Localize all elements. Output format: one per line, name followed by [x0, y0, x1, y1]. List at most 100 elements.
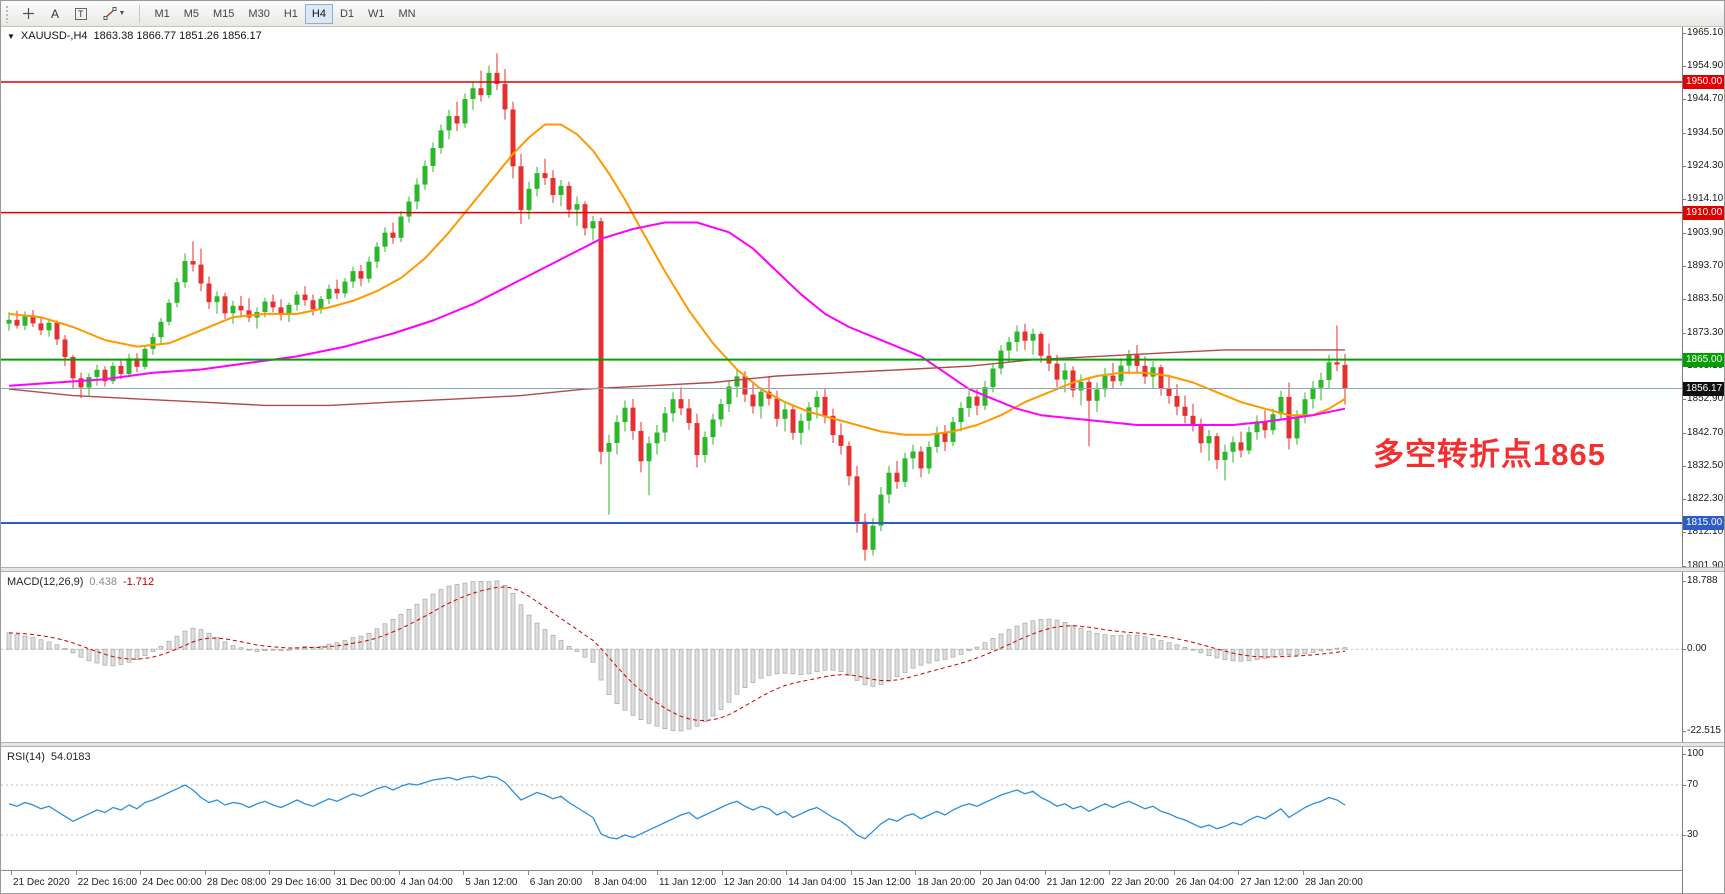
- timeframe-button-group: M1 M5 M15 M30 H1 H4 D1 W1 MN: [147, 3, 423, 24]
- timeframe-button-m1[interactable]: M1: [147, 4, 176, 24]
- timeframe-button-w1[interactable]: W1: [361, 4, 392, 24]
- time-tick: [1044, 871, 1046, 875]
- panel-splitter[interactable]: [1, 742, 1724, 747]
- chart-ohlc-values: 1863.38 1866.77 1851.26 1856.17: [93, 30, 262, 42]
- macd-panel[interactable]: [1, 572, 1682, 742]
- macd-chart[interactable]: [1, 572, 1682, 742]
- axis-tick: [1683, 565, 1686, 567]
- insert-textbox-button[interactable]: T: [68, 4, 94, 24]
- timeframe-button-m30[interactable]: M30: [241, 4, 276, 24]
- time-tick: [915, 871, 917, 875]
- time-tick: [1303, 871, 1304, 875]
- macd-histogram: [6, 580, 1348, 732]
- ma-mid-magenta: [8, 221, 1346, 426]
- axis-tick: [1683, 199, 1686, 201]
- time-axis-label: 28 Jan 20:00: [1305, 877, 1363, 888]
- timeframe-button-h1[interactable]: H1: [277, 4, 305, 24]
- time-axis-label: 27 Jan 12:00: [1240, 877, 1299, 888]
- axis-tick: [1683, 730, 1686, 732]
- insert-text-button[interactable]: A: [44, 4, 66, 24]
- axis-tick: [1683, 265, 1686, 267]
- chart-symbol-period: XAUUSD-,H4: [20, 30, 88, 42]
- time-tick: [269, 871, 271, 875]
- axis-tick: [1683, 399, 1686, 401]
- price-chart-panel[interactable]: [1, 27, 1682, 567]
- price-axis-label: 1914.10: [1687, 193, 1724, 205]
- crosshair-icon[interactable]: [15, 4, 42, 24]
- price-axis[interactable]: 1965.10 1954.90 1944.70 1934.50 1924.30 1914.…: [1682, 27, 1724, 893]
- macd-axis-label: -22.515: [1687, 724, 1721, 736]
- macd-signal-value: -1.712: [122, 576, 155, 588]
- time-axis-label: 8 Jan 04:00: [594, 877, 647, 888]
- price-axis-label: 1812.10: [1687, 526, 1724, 538]
- rsi-panel[interactable]: [1, 747, 1682, 870]
- timeframe-button-h4[interactable]: H4: [304, 3, 333, 24]
- axis-tick: [1683, 432, 1686, 434]
- axis-tick: [1683, 65, 1686, 67]
- draw-tools-button[interactable]: ▼: [96, 4, 133, 24]
- rsi-name: RSI(14): [7, 751, 45, 763]
- timeframe-button-m15[interactable]: M15: [206, 4, 241, 24]
- time-tick: [1109, 871, 1111, 875]
- macd-indicator-label: MACD(12,26,9) 0.438 -1.712: [7, 576, 154, 588]
- toolbar-separator: [139, 4, 141, 23]
- price-axis-label: 1801.90: [1687, 559, 1724, 571]
- axis-tick: [1683, 754, 1686, 755]
- time-axis-label: 4 Jan 04:00: [400, 877, 453, 888]
- timeframe-button-mn[interactable]: MN: [392, 4, 423, 24]
- axis-tick: [1683, 32, 1686, 34]
- toolbar-drag-handle[interactable]: [5, 4, 10, 23]
- axis-tick: [1683, 332, 1686, 334]
- price-axis-label: 1934.50: [1687, 126, 1724, 138]
- price-axis-label: 1893.70: [1687, 259, 1724, 271]
- time-tick: [657, 871, 658, 875]
- time-axis-label: 26 Jan 04:00: [1175, 877, 1234, 888]
- time-tick: [980, 871, 981, 875]
- current-price-badge: 1856.17: [1683, 381, 1724, 396]
- time-tick: [204, 871, 206, 875]
- candles-group: [6, 53, 1348, 561]
- time-tick: [592, 871, 594, 875]
- time-tick: [334, 871, 335, 875]
- rsi-axis-label: 70: [1687, 779, 1699, 790]
- axis-tick: [1683, 132, 1686, 134]
- chart-title: ▼ XAUUSD-,H4 1863.38 1866.77 1851.26 185…: [7, 30, 262, 42]
- axis-tick: [1683, 99, 1686, 101]
- price-axis-label: 1842.70: [1687, 426, 1724, 438]
- time-axis-label: 22 Jan 20:00: [1111, 877, 1170, 888]
- macd-axis-label: 18.788: [1687, 574, 1718, 586]
- axis-tick: [1683, 649, 1686, 651]
- timeframe-button-d1[interactable]: D1: [333, 4, 361, 24]
- time-tick: [1238, 871, 1240, 875]
- ma-fast-orange: [8, 123, 1346, 436]
- chart-text-annotation[interactable]: 多空转折点1865: [1373, 437, 1606, 472]
- price-level-badge-1865.00: 1865.00: [1683, 352, 1724, 367]
- axis-tick: [1683, 580, 1686, 582]
- price-axis-label: 1924.30: [1687, 159, 1724, 171]
- time-axis-label: 22 Dec 16:00: [77, 877, 138, 888]
- time-tick: [11, 871, 12, 875]
- rsi-line: [8, 775, 1346, 840]
- macd-axis-label: 0.00: [1687, 643, 1707, 655]
- time-axis-label: 15 Jan 12:00: [852, 877, 911, 888]
- time-axis[interactable]: 21 Dec 2020 22 Dec 16:00 24 Dec 00:00 28 De…: [1, 870, 1724, 893]
- time-axis-label: 29 Dec 16:00: [271, 877, 331, 888]
- panel-splitter[interactable]: [1, 567, 1724, 572]
- axis-tick: [1683, 785, 1686, 786]
- time-axis-label: 11 Jan 12:00: [659, 877, 717, 888]
- time-axis-label: 31 Dec 00:00: [336, 877, 396, 888]
- price-axis-label: 1944.70: [1687, 93, 1724, 105]
- timeframe-button-m5[interactable]: M5: [177, 4, 206, 24]
- time-tick: [463, 871, 465, 875]
- time-tick: [398, 871, 400, 875]
- price-axis-label: 1873.30: [1687, 326, 1724, 338]
- time-axis-label: 5 Jan 12:00: [465, 877, 518, 888]
- axis-tick: [1683, 232, 1686, 234]
- rsi-chart[interactable]: [1, 747, 1682, 870]
- macd-main-value: 0.438: [89, 576, 117, 588]
- time-tick: [786, 871, 788, 875]
- price-chart[interactable]: [1, 27, 1682, 567]
- ma-slow-darkred: [8, 349, 1345, 407]
- axis-tick: [1683, 299, 1686, 301]
